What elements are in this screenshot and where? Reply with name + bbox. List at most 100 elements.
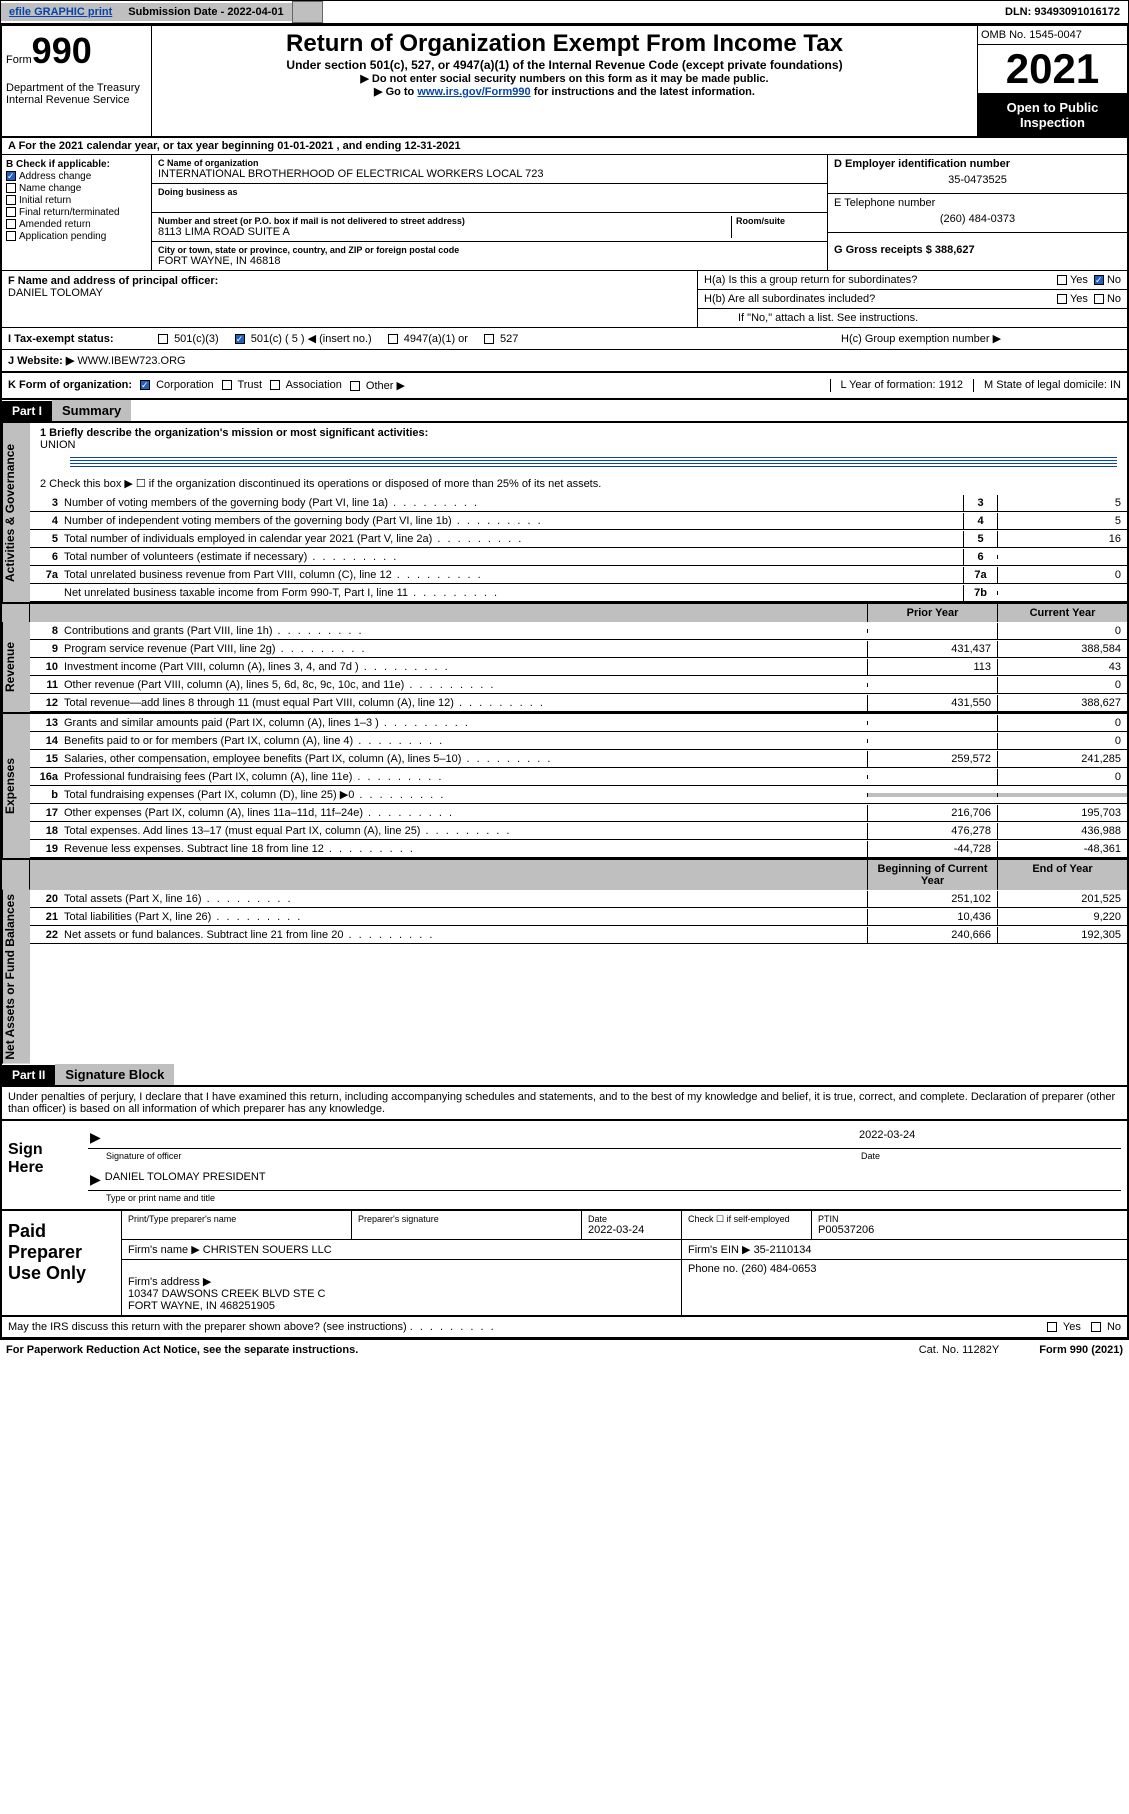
dba-label: Doing business as xyxy=(158,187,821,197)
summary-line: Net unrelated business taxable income fr… xyxy=(30,584,1127,602)
col-b-header: B Check if applicable: xyxy=(6,159,147,170)
chk-amended-return[interactable]: Amended return xyxy=(6,219,147,230)
phone-label: E Telephone number xyxy=(834,197,1121,209)
summary-line: 18Total expenses. Add lines 13–17 (must … xyxy=(30,822,1127,840)
summary-line: 21Total liabilities (Part X, line 26)10,… xyxy=(30,908,1127,926)
k-other[interactable]: Other ▶ xyxy=(350,379,405,392)
firm-phone: (260) 484-0653 xyxy=(741,1263,816,1275)
summary-line: 17Other expenses (Part IX, column (A), l… xyxy=(30,804,1127,822)
firm-ein: 35-2110134 xyxy=(754,1244,812,1256)
city-label: City or town, state or province, country… xyxy=(158,245,821,255)
form-footer: Form 990 (2021) xyxy=(1039,1344,1123,1356)
efile-print-link[interactable]: efile GRAPHIC print xyxy=(1,3,120,21)
phone-value: (260) 484-0373 xyxy=(834,209,1121,229)
chk-application-pending[interactable]: Application pending xyxy=(6,231,147,242)
summary-line: 10Investment income (Part VIII, column (… xyxy=(30,658,1127,676)
summary-line: bTotal fundraising expenses (Part IX, co… xyxy=(30,786,1127,804)
k-assoc[interactable]: Association xyxy=(270,379,342,392)
hb-yes[interactable]: Yes xyxy=(1057,293,1088,305)
ein-value: 35-0473525 xyxy=(834,170,1121,190)
form-subtitle: Under section 501(c), 527, or 4947(a)(1)… xyxy=(156,58,973,72)
street-address: 8113 LIMA ROAD SUITE A xyxy=(158,226,731,238)
l-year-formation: L Year of formation: 1912 xyxy=(830,379,974,392)
opt-4947[interactable]: 4947(a)(1) or xyxy=(388,333,468,345)
sig-date-val: 2022-03-24 xyxy=(859,1129,1119,1146)
penalty-declaration: Under penalties of perjury, I declare th… xyxy=(2,1087,1127,1121)
line1-label: 1 Briefly describe the organization's mi… xyxy=(40,427,1117,439)
summary-line: 19Revenue less expenses. Subtract line 1… xyxy=(30,840,1127,858)
k-trust[interactable]: Trust xyxy=(222,379,263,392)
m-state-domicile: M State of legal domicile: IN xyxy=(973,379,1121,392)
paperwork-reduction: For Paperwork Reduction Act Notice, see … xyxy=(6,1344,358,1356)
chk-address-change[interactable]: Address change xyxy=(6,171,147,182)
may-yes[interactable]: Yes xyxy=(1047,1321,1081,1333)
officer-label: F Name and address of principal officer: xyxy=(8,275,691,287)
opt-501c3[interactable]: 501(c)(3) xyxy=(158,333,219,345)
form-title: Return of Organization Exempt From Incom… xyxy=(156,30,973,58)
firm-ein-label: Firm's EIN ▶ xyxy=(688,1244,751,1256)
prep-date-value: 2022-03-24 xyxy=(588,1224,675,1236)
k-corp[interactable]: Corporation xyxy=(140,379,214,392)
self-employed-check[interactable]: Check ☐ if self-employed xyxy=(688,1214,805,1225)
ha-yes[interactable]: Yes xyxy=(1057,274,1088,286)
submission-date: Submission Date - 2022-04-01 xyxy=(120,3,291,21)
topbar-blank-btn[interactable] xyxy=(292,1,323,23)
side-label-governance: Activities & Governance xyxy=(2,423,30,602)
instruction-2: ▶ Go to www.irs.gov/Form990 for instruct… xyxy=(156,85,973,98)
summary-line: 14Benefits paid to or for members (Part … xyxy=(30,732,1127,750)
summary-line: 9Program service revenue (Part VIII, lin… xyxy=(30,640,1127,658)
opt-501c[interactable]: 501(c) ( 5 ) ◀ (insert no.) xyxy=(235,332,372,345)
row-a-tax-year: A For the 2021 calendar year, or tax yea… xyxy=(2,136,1127,154)
prep-sig-label: Preparer's signature xyxy=(358,1214,575,1224)
room-suite-label: Room/suite xyxy=(736,216,821,226)
chk-final-return[interactable]: Final return/terminated xyxy=(6,207,147,218)
summary-line: 15Salaries, other compensation, employee… xyxy=(30,750,1127,768)
firm-phone-label: Phone no. xyxy=(688,1263,738,1275)
k-label: K Form of organization: xyxy=(8,379,132,392)
summary-line: 20Total assets (Part X, line 16)251,1022… xyxy=(30,890,1127,908)
ptin-label: PTIN xyxy=(818,1214,1121,1224)
tax-exempt-label: I Tax-exempt status: xyxy=(8,333,158,345)
website-label: J Website: ▶ xyxy=(8,355,74,367)
side-label-revenue: Revenue xyxy=(2,622,30,712)
hb-no[interactable]: No xyxy=(1094,293,1121,305)
hb-label: H(b) Are all subordinates included? xyxy=(704,293,1057,305)
side-label-expenses: Expenses xyxy=(2,714,30,858)
firm-name: CHRISTEN SOUERS LLC xyxy=(203,1244,332,1256)
summary-line: 4Number of independent voting members of… xyxy=(30,512,1127,530)
open-to-public: Open to Public Inspection xyxy=(978,94,1127,136)
firm-name-label: Firm's name ▶ xyxy=(128,1244,200,1256)
line1-mission: UNION xyxy=(40,439,1117,451)
paid-preparer-label: Paid Preparer Use Only xyxy=(2,1211,122,1315)
line2: 2 Check this box ▶ ☐ if the organization… xyxy=(30,473,1127,494)
dept-treasury: Department of the Treasury Internal Reve… xyxy=(6,82,147,106)
column-b-checkboxes: B Check if applicable: Address change Na… xyxy=(2,155,152,270)
may-irs-discuss: May the IRS discuss this return with the… xyxy=(8,1321,1037,1333)
dln: DLN: 93493091016172 xyxy=(997,3,1128,21)
summary-line: 3Number of voting members of the governi… xyxy=(30,494,1127,512)
irs-link[interactable]: www.irs.gov/Form990 xyxy=(417,86,530,98)
current-year-hdr: Current Year xyxy=(997,604,1127,622)
summary-line: 16aProfessional fundraising fees (Part I… xyxy=(30,768,1127,786)
form-number: 990 xyxy=(32,30,92,71)
beg-year-hdr: Beginning of Current Year xyxy=(867,860,997,890)
side-label-net-assets: Net Assets or Fund Balances xyxy=(2,890,30,1064)
ha-label: H(a) Is this a group return for subordin… xyxy=(704,274,1057,286)
form-header: Form990 Department of the Treasury Inter… xyxy=(2,26,1127,136)
firm-addr: 10347 DAWSONS CREEK BLVD STE C FORT WAYN… xyxy=(128,1288,325,1312)
sig-officer-hint: Signature of officer xyxy=(88,1151,861,1161)
part2-badge: Part II xyxy=(2,1065,55,1085)
opt-527[interactable]: 527 xyxy=(484,333,518,345)
summary-line: 7aTotal unrelated business revenue from … xyxy=(30,566,1127,584)
chk-initial-return[interactable]: Initial return xyxy=(6,195,147,206)
part1-title: Summary xyxy=(52,400,131,421)
ha-no[interactable]: No xyxy=(1094,274,1121,286)
ein-label: D Employer identification number xyxy=(834,158,1121,170)
part1-badge: Part I xyxy=(2,401,52,421)
firm-addr-label: Firm's address ▶ xyxy=(128,1276,211,1288)
summary-line: 12Total revenue—add lines 8 through 11 (… xyxy=(30,694,1127,712)
may-no[interactable]: No xyxy=(1091,1321,1121,1333)
city-state-zip: FORT WAYNE, IN 46818 xyxy=(158,255,821,267)
sig-name-value: DANIEL TOLOMAY PRESIDENT xyxy=(101,1171,266,1188)
chk-name-change[interactable]: Name change xyxy=(6,183,147,194)
